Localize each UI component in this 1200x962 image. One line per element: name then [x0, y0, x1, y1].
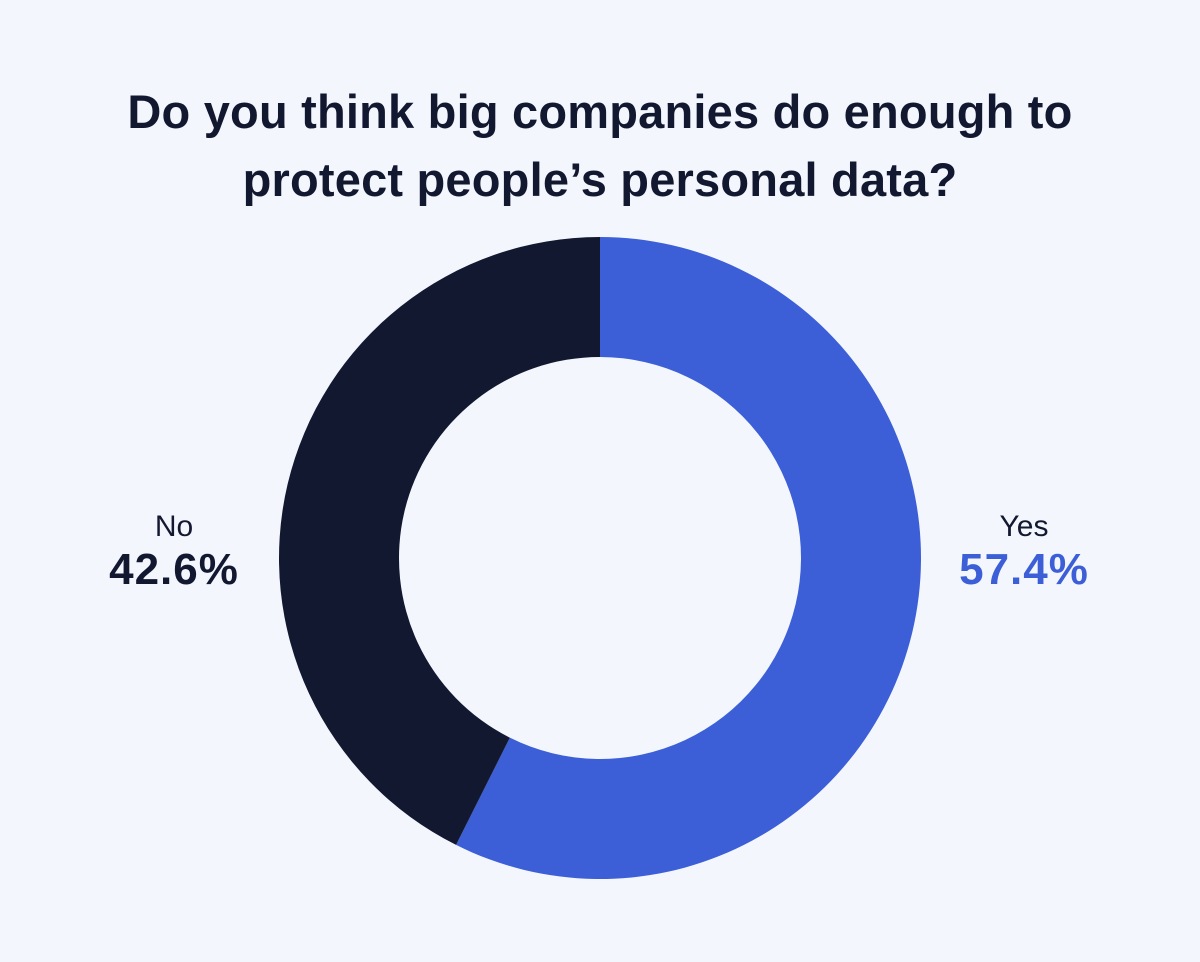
- donut-slice-no: [279, 236, 600, 845]
- donut-slice-yes: [456, 237, 922, 880]
- label-yes: Yes 57.4%: [944, 510, 1104, 596]
- chart-title: Do you think big companies do enough to …: [0, 78, 1200, 214]
- chart-title-line-2: protect people’s personal data?: [242, 153, 958, 206]
- label-no-name: No: [154, 510, 194, 543]
- label-yes-value: 57.4%: [959, 545, 1089, 594]
- label-yes-name: Yes: [999, 510, 1049, 543]
- chart-title-line-1: Do you think big companies do enough to: [127, 85, 1073, 138]
- label-no-value: 42.6%: [109, 545, 239, 594]
- label-no: No 42.6%: [94, 510, 254, 596]
